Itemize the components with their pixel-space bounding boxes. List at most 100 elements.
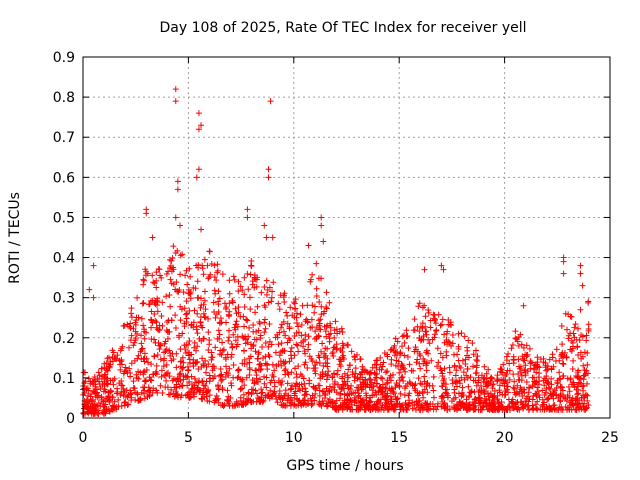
data-point: [322, 328, 329, 335]
data-point: [539, 387, 546, 394]
data-point: [291, 300, 298, 307]
data-point: [423, 349, 430, 356]
data-point: [225, 393, 232, 400]
data-point: [521, 357, 528, 364]
data-point: [384, 353, 391, 360]
data-point: [446, 406, 453, 413]
data-point: [337, 356, 344, 363]
data-point: [357, 381, 364, 388]
data-point: [199, 262, 206, 269]
data-point: [185, 367, 192, 374]
data-point: [316, 399, 323, 406]
data-point: [168, 386, 175, 393]
data-point: [473, 382, 480, 389]
data-point: [463, 396, 470, 403]
data-point: [522, 369, 529, 376]
data-point: [243, 316, 250, 323]
data-point: [179, 251, 186, 258]
data-point: [498, 399, 505, 406]
data-point: [208, 260, 215, 267]
data-point: [172, 86, 179, 93]
data-point: [559, 387, 566, 394]
data-point: [288, 344, 295, 351]
data-point: [415, 303, 422, 310]
data-point: [270, 391, 277, 398]
data-point: [406, 397, 413, 404]
data-point: [248, 257, 255, 264]
data-point: [122, 364, 129, 371]
data-point: [534, 398, 541, 405]
data-point: [556, 404, 563, 411]
data-point: [317, 316, 324, 323]
data-point: [269, 372, 276, 379]
data-point: [344, 372, 351, 379]
data-point: [425, 307, 432, 314]
data-point: [461, 376, 468, 383]
data-point: [252, 309, 259, 316]
data-point: [114, 352, 121, 359]
data-point: [276, 388, 283, 395]
data-point: [450, 395, 457, 402]
data-point: [460, 369, 467, 376]
data-point: [226, 300, 233, 307]
data-point: [347, 396, 354, 403]
data-point: [301, 348, 308, 355]
data-point: [159, 299, 166, 306]
data-point: [128, 305, 135, 312]
data-point: [284, 312, 291, 319]
data-point: [133, 371, 140, 378]
data-point: [375, 397, 382, 404]
data-point: [193, 262, 200, 269]
data-point: [214, 261, 221, 268]
chart-title: Day 108 of 2025, Rate Of TEC Index for r…: [159, 20, 526, 36]
data-point: [134, 294, 141, 301]
data-point: [261, 316, 268, 323]
data-point: [256, 361, 263, 368]
data-point: [104, 355, 111, 362]
data-point: [423, 406, 430, 413]
data-point: [472, 347, 479, 354]
data-point: [167, 303, 174, 310]
data-point: [407, 380, 414, 387]
data-point: [295, 348, 302, 355]
data-point: [298, 339, 305, 346]
data-point: [189, 381, 196, 388]
data-point: [438, 321, 445, 328]
data-point: [295, 363, 302, 370]
data-point: [84, 392, 91, 399]
data-point: [104, 367, 111, 374]
data-point: [396, 369, 403, 376]
data-point: [382, 401, 389, 408]
data-point: [563, 354, 570, 361]
data-point: [169, 255, 176, 262]
data-point: [246, 371, 253, 378]
data-point: [267, 98, 274, 105]
data-point: [398, 374, 405, 381]
data-point: [524, 402, 531, 409]
data-point: [220, 402, 227, 409]
data-point: [470, 402, 477, 409]
data-point: [520, 302, 527, 309]
data-point: [137, 348, 144, 355]
data-point: [347, 406, 354, 413]
data-point: [426, 405, 433, 412]
data-point: [442, 404, 449, 411]
data-point: [480, 387, 487, 394]
data-point: [424, 359, 431, 366]
data-point: [250, 342, 257, 349]
data-point: [523, 378, 530, 385]
data-point: [399, 343, 406, 350]
data-point: [151, 311, 158, 318]
data-point: [130, 378, 137, 385]
data-point: [153, 319, 160, 326]
data-point: [470, 377, 477, 384]
data-point: [324, 402, 331, 409]
data-point: [258, 386, 265, 393]
data-point: [92, 390, 99, 397]
data-point: [287, 385, 294, 392]
data-point: [94, 394, 101, 401]
data-point: [228, 382, 235, 389]
data-point: [307, 278, 314, 285]
data-point: [339, 385, 346, 392]
data-point: [269, 288, 276, 295]
